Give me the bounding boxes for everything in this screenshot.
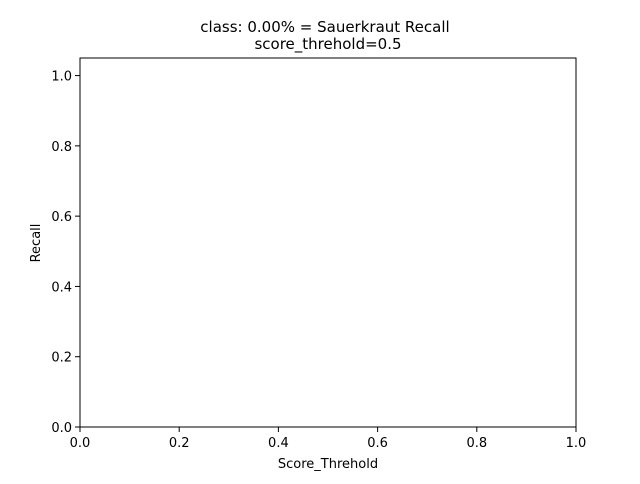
chart-title-line-1: class: 0.00% = Sauerkraut Recall <box>200 18 449 36</box>
x-tick-label: 0.4 <box>268 436 289 451</box>
y-tick-label: 0.0 <box>51 421 72 436</box>
y-tick-label: 1.0 <box>51 70 72 85</box>
y-tick-label: 0.8 <box>51 140 72 155</box>
y-tick-label: 0.4 <box>51 280 72 295</box>
x-tick-label: 1.0 <box>566 436 587 451</box>
x-tick-label: 0.6 <box>367 436 388 451</box>
chart-title-line-2: score_threhold=0.5 <box>254 35 401 54</box>
plot-area <box>80 58 576 427</box>
x-tick-label: 0.0 <box>70 436 91 451</box>
plot-frame <box>79 57 577 428</box>
x-tick-label: 0.2 <box>169 436 190 451</box>
x-axis-ticks: 0.0 0.2 0.4 0.6 0.8 1.0 <box>70 427 587 451</box>
y-axis-ticks: 0.0 0.2 0.4 0.6 0.8 1.0 <box>51 70 80 436</box>
x-axis-label: Score_Threhold <box>278 457 378 472</box>
y-tick-label: 0.2 <box>51 351 72 366</box>
y-tick-label: 0.6 <box>51 210 72 225</box>
y-axis-label: Recall <box>29 224 44 263</box>
x-tick-label: 0.8 <box>466 436 487 451</box>
